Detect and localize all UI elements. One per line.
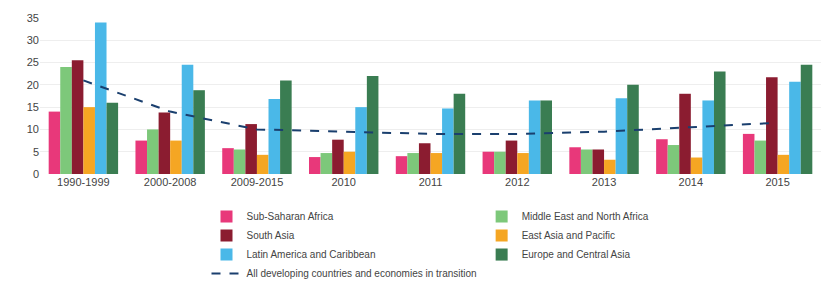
svg-text:5: 5 — [33, 146, 39, 158]
svg-text:2012: 2012 — [505, 176, 529, 188]
svg-text:15: 15 — [27, 101, 39, 113]
svg-text:1990-1999: 1990-1999 — [57, 176, 110, 188]
svg-text:2015: 2015 — [765, 176, 789, 188]
svg-text:2011: 2011 — [419, 176, 443, 188]
svg-text:30: 30 — [27, 34, 39, 46]
svg-text:0: 0 — [33, 168, 39, 180]
svg-text:South Asia: South Asia — [247, 230, 295, 241]
svg-text:35: 35 — [27, 12, 39, 24]
svg-text:2013: 2013 — [592, 176, 616, 188]
svg-text:Middle East and North Africa: Middle East and North Africa — [522, 211, 649, 222]
svg-text:2000-2008: 2000-2008 — [144, 176, 197, 188]
svg-text:25: 25 — [27, 56, 39, 68]
svg-text:10: 10 — [27, 123, 39, 135]
svg-text:2009-2015: 2009-2015 — [231, 176, 284, 188]
svg-text:Latin America and Caribbean: Latin America and Caribbean — [247, 249, 376, 260]
svg-text:2014: 2014 — [679, 176, 703, 188]
svg-text:20: 20 — [27, 79, 39, 91]
svg-text:Europe and Central Asia: Europe and Central Asia — [522, 249, 631, 260]
svg-text:All developing countries and e: All developing countries and economies i… — [247, 268, 477, 279]
svg-text:Sub-Saharan Africa: Sub-Saharan Africa — [247, 211, 334, 222]
svg-text:2010: 2010 — [331, 176, 355, 188]
svg-text:East Asia and Pacific: East Asia and Pacific — [522, 230, 615, 241]
